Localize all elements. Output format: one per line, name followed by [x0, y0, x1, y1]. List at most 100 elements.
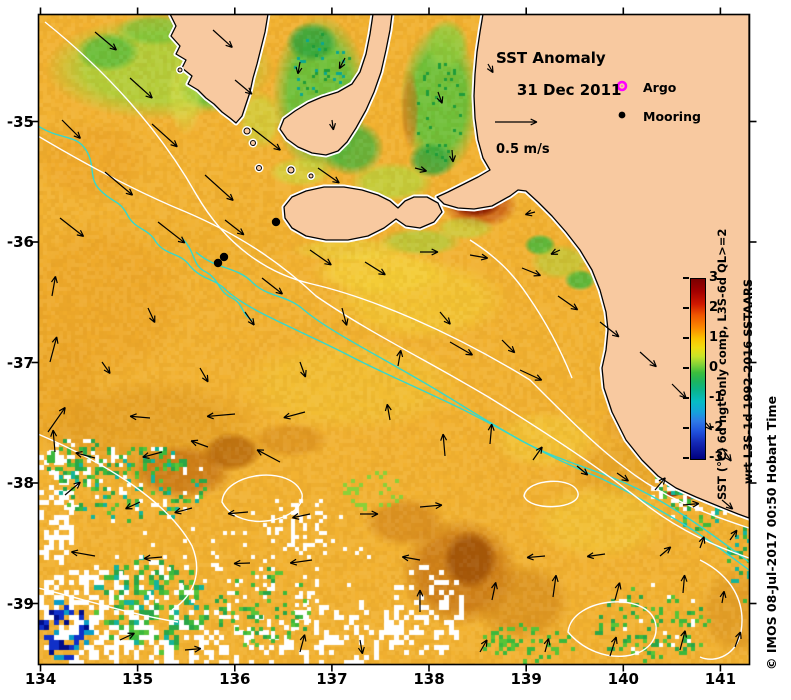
colorbar-tick-mark — [683, 277, 689, 279]
colorbar-tick-mark — [683, 307, 689, 309]
x-tick-label: 141 — [704, 670, 737, 688]
current-vector-arrow — [61, 119, 81, 139]
current-vector-arrow — [599, 321, 620, 338]
current-vector-arrow — [680, 574, 688, 594]
colorbar-tick-label: -3 — [709, 450, 724, 465]
x-tick-label: 134 — [24, 670, 57, 688]
current-vector-arrow — [256, 449, 281, 463]
current-vector-arrow — [551, 574, 559, 598]
current-vector-arrow — [244, 311, 255, 326]
x-tick-label: 139 — [510, 670, 542, 688]
map-title: SST Anomaly 31 Dec 2011 — [496, 50, 621, 98]
velocity-scale-arrow — [495, 118, 538, 126]
white-contour — [44, 21, 750, 529]
current-vector-arrow — [486, 63, 494, 74]
colorbar-tick-mark — [683, 397, 689, 399]
colorbar-tick-label: 0 — [709, 360, 719, 375]
island — [308, 173, 314, 179]
colorbar-label: SST (°C) 6d ngt-only comp, L3S-6d QL>=2 … — [715, 220, 755, 500]
current-vector-arrow — [729, 529, 738, 541]
colorbar-label-line1: SST (°C) 6d ngt-only comp, L3S-6d QL>=2 — [715, 228, 729, 500]
current-vector-arrow — [357, 639, 365, 655]
current-vector-arrow — [654, 477, 666, 491]
land-polygon-0 — [169, 14, 269, 124]
current-vector-arrow — [64, 481, 81, 496]
current-vector-arrow — [292, 513, 311, 520]
legend-mooring-label: Mooring — [643, 109, 701, 124]
current-vector-arrow — [401, 554, 421, 562]
current-vector-arrow — [557, 295, 579, 311]
colorbar-tick-mark — [683, 367, 689, 369]
argo-legend-marker — [616, 80, 628, 92]
current-vector-arrow — [224, 219, 245, 236]
island — [177, 67, 183, 73]
land-polygon-2 — [436, 14, 750, 519]
current-vector-arrow — [341, 307, 349, 326]
current-vector-arrow — [543, 638, 551, 653]
current-vector-arrow — [449, 149, 457, 163]
current-vector-arrow — [233, 559, 251, 567]
current-vector-arrow — [129, 413, 151, 421]
current-vector-arrow — [384, 403, 392, 421]
current-vector-arrow — [184, 645, 202, 653]
colorbar-tick-label: 2 — [709, 300, 719, 315]
y-tick-label: -37 — [6, 353, 34, 372]
current-vector-arrow — [682, 500, 700, 508]
current-vector-arrow — [419, 502, 443, 510]
white-contour — [38, 135, 750, 559]
plot-frame — [37, 13, 751, 666]
colorbar-tick-mark — [683, 427, 689, 429]
current-vector-arrow — [71, 549, 96, 557]
island — [287, 166, 295, 174]
current-vector-arrow — [329, 119, 337, 131]
current-vector-arrow — [143, 554, 163, 562]
current-vector-arrow — [289, 558, 313, 566]
current-vector-arrow — [317, 167, 340, 184]
current-vector-arrow — [204, 174, 234, 202]
current-vector-arrow — [75, 451, 96, 459]
mooring-marker — [219, 252, 229, 262]
current-vector-arrow — [721, 499, 734, 510]
island — [250, 140, 256, 146]
current-vector-arrow — [147, 307, 156, 323]
current-vector-arrow — [338, 57, 346, 70]
map-clipped-layers — [38, 14, 750, 660]
white-contour — [38, 433, 198, 611]
current-vector-arrow — [532, 446, 543, 461]
colorbar — [690, 278, 706, 460]
current-vector-arrow — [47, 406, 66, 433]
current-vector-arrow — [295, 61, 303, 75]
current-vector-arrow — [449, 341, 474, 356]
white-contour — [523, 480, 579, 508]
current-vector-arrow — [142, 451, 163, 459]
legend-argo-label: Argo — [643, 80, 677, 95]
colorbar-tick-mark — [683, 337, 689, 339]
current-vector-arrow — [234, 79, 253, 95]
mooring-legend-marker — [618, 111, 626, 119]
current-vector-arrow — [101, 361, 111, 374]
colorbar-tick-label: -2 — [709, 420, 724, 435]
current-vector-arrow — [414, 166, 427, 173]
current-vector-arrow — [299, 361, 307, 378]
current-vector-arrow — [157, 221, 186, 244]
x-tick-label: 136 — [219, 670, 251, 688]
island — [243, 127, 251, 135]
current-vector-arrow — [469, 253, 489, 261]
current-vector-arrow — [199, 367, 209, 383]
colorbar-tick-label: 1 — [709, 330, 719, 345]
current-vector-arrow — [283, 411, 306, 420]
current-vector-arrow — [519, 369, 543, 381]
current-vector-arrow — [609, 636, 618, 657]
current-vector-arrow — [479, 639, 488, 653]
current-vector-arrow — [129, 77, 153, 99]
white-contour — [38, 587, 179, 623]
current-vector-arrow — [125, 501, 141, 510]
current-vector-arrow — [586, 552, 606, 560]
current-vector-arrow — [526, 553, 546, 561]
current-vector-arrow — [360, 510, 379, 518]
current-vector-arrow — [734, 631, 742, 648]
current-vector-arrow — [420, 248, 439, 256]
map-title-line1: SST Anomaly — [496, 49, 606, 67]
map-date: 31 Dec 2011 — [516, 81, 622, 99]
velocity-scale-label: 0.5 m/s — [496, 142, 550, 157]
